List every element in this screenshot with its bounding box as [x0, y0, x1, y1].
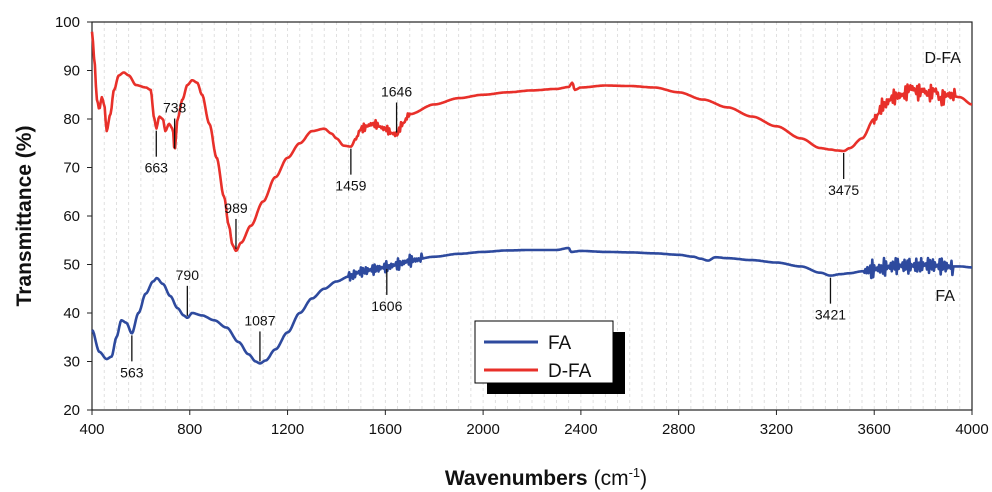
y-tick-label: 90 — [63, 63, 80, 80]
x-tick-label: 2800 — [662, 421, 695, 438]
peak-label: 563 — [120, 364, 144, 380]
peak-annotations: 563 790 1087 1606 3421 663 738 989 1459 1646 3475 D… — [120, 50, 961, 380]
y-tick-label: 50 — [63, 257, 80, 274]
x-tick-label: 3600 — [858, 421, 891, 438]
x-axis-title-main: Wavenumbers — [445, 467, 588, 490]
y-axis-title: Transmittance (%) — [13, 126, 36, 307]
series-line-fa — [91, 246, 973, 365]
peak-label: 663 — [145, 160, 169, 176]
x-axis-unit-close: ) — [640, 467, 647, 490]
y-tick-label: 30 — [63, 354, 80, 371]
y-tick-label: 40 — [63, 305, 80, 322]
series-tag: D-FA — [924, 50, 961, 67]
x-axis-title: Wavenumbers (cm-1) — [445, 465, 647, 490]
series-tag: FA — [935, 288, 955, 305]
x-tick-label: 1600 — [369, 421, 402, 438]
series-line-d-fa — [90, 31, 973, 253]
x-tick-label: 2400 — [564, 421, 597, 438]
x-axis-unit-exponent: -1 — [629, 465, 641, 480]
x-tick-label: 400 — [79, 421, 104, 438]
x-tick-label: 1200 — [271, 421, 304, 438]
legend-label-dfa: D-FA — [548, 361, 592, 382]
peak-label: 3421 — [815, 307, 846, 323]
peak-label: 790 — [176, 267, 200, 283]
legend: FA D-FA — [474, 320, 625, 394]
gridlines — [103, 22, 961, 410]
axis-ticks: 400 800 1200 1600 2000 2400 2800 3200 3600 4000 20… — [55, 14, 989, 438]
x-tick-label: 2000 — [466, 421, 499, 438]
series-layer — [90, 31, 973, 365]
legend-box — [474, 320, 614, 384]
peak-label: 1459 — [335, 178, 366, 194]
y-tick-label: 20 — [63, 402, 80, 419]
peak-label: 1646 — [381, 84, 412, 100]
peak-label: 1087 — [244, 312, 275, 328]
x-tick-label: 800 — [177, 421, 202, 438]
y-tick-label: 60 — [63, 208, 80, 225]
peak-label: 738 — [163, 100, 187, 116]
x-tick-label: 4000 — [955, 421, 988, 438]
legend-label-fa: FA — [548, 333, 572, 354]
y-tick-label: 70 — [63, 160, 80, 177]
y-tick-label: 80 — [63, 111, 80, 128]
x-axis-unit: (cm — [594, 467, 629, 490]
peak-label: 3475 — [828, 182, 859, 198]
x-tick-label: 3200 — [760, 421, 793, 438]
y-tick-label: 100 — [55, 14, 80, 31]
peak-label: 1606 — [371, 298, 402, 314]
peak-label: 989 — [224, 200, 248, 216]
